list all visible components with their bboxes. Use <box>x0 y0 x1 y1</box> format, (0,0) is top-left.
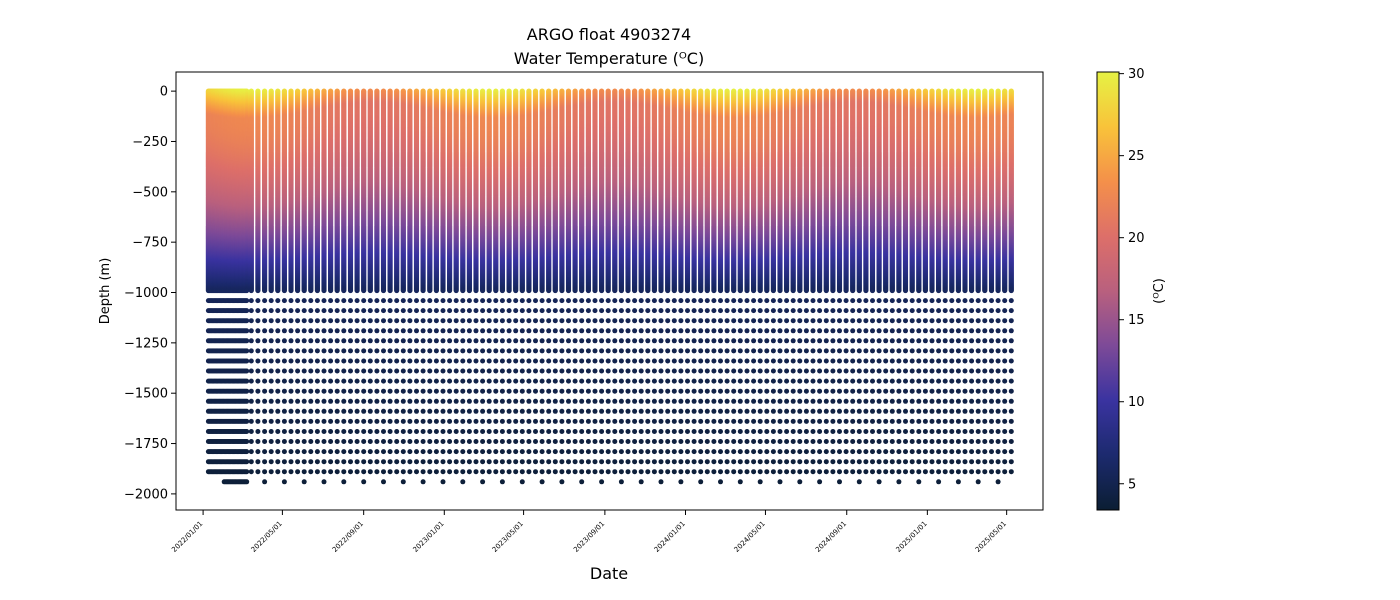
scatter-points <box>205 88 1014 485</box>
chart-subtitle: Water Temperature (ᴼC) <box>514 49 704 68</box>
chart-title: ARGO float 4903274 <box>527 25 691 44</box>
